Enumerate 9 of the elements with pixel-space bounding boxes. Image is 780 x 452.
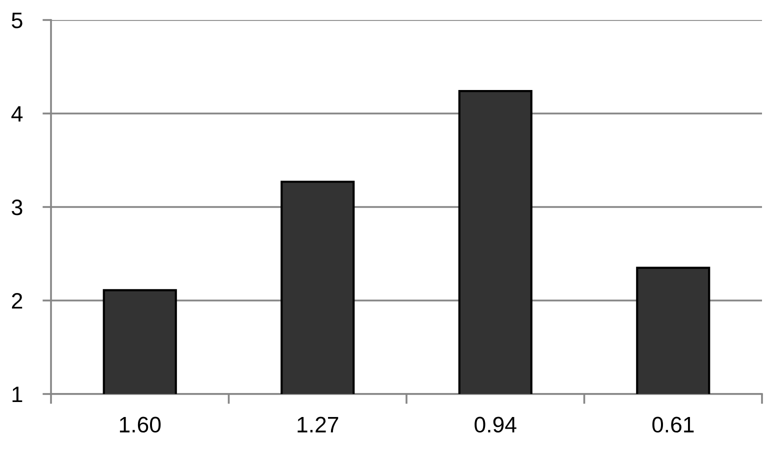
x-tick-label: 1.60 — [120, 416, 161, 433]
y-tick-label: 4 — [11, 106, 23, 122]
y-tick-label: 1 — [12, 386, 22, 402]
x-tick-label: 0.61 — [652, 416, 694, 433]
y-tick-label: 5 — [12, 12, 22, 28]
x-tick-label: 1.27 — [298, 416, 338, 432]
y-tick-label: 3 — [12, 200, 22, 216]
y-tick-label: 2 — [12, 293, 22, 309]
x-tick-label: 0.94 — [474, 416, 516, 433]
